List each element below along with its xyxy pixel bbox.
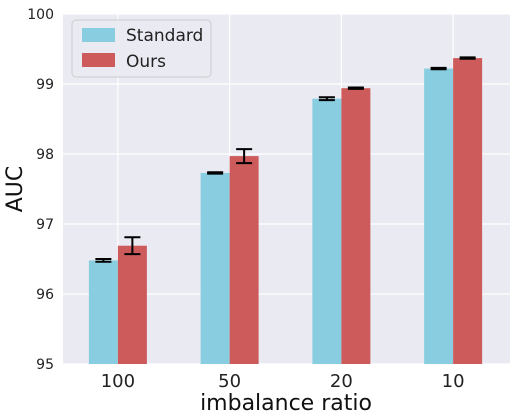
bars bbox=[88, 58, 483, 364]
y-axis-label: AUC bbox=[3, 166, 28, 213]
x-axis-ticks: 100 50 20 10 bbox=[101, 371, 465, 392]
legend-swatch-standard bbox=[82, 28, 115, 42]
y-tick-label-99: 99 bbox=[36, 77, 54, 93]
x-tick-label-100: 100 bbox=[101, 371, 135, 392]
y-tick-label-96: 96 bbox=[36, 287, 54, 303]
x-tick-label-20: 20 bbox=[330, 371, 353, 392]
bar-ours-100 bbox=[117, 245, 147, 364]
y-tick-label-95: 95 bbox=[36, 357, 54, 373]
y-tick-label-100: 100 bbox=[27, 7, 54, 23]
bar-standard-20 bbox=[312, 98, 342, 364]
y-tick-label-98: 98 bbox=[36, 147, 54, 163]
bar-standard-10 bbox=[424, 68, 454, 364]
bar-ours-10 bbox=[453, 58, 483, 364]
y-tick-label-97: 97 bbox=[36, 217, 54, 233]
x-tick-label-50: 50 bbox=[218, 371, 241, 392]
bar-standard-50 bbox=[200, 172, 230, 364]
legend-label-ours: Ours bbox=[126, 52, 166, 72]
error-bars bbox=[95, 56, 476, 263]
legend-label-standard: Standard bbox=[126, 26, 203, 46]
legend-swatch-ours bbox=[82, 53, 115, 67]
legend: Standard Ours bbox=[71, 19, 212, 78]
y-axis-ticks: 95 96 97 98 99 100 bbox=[27, 7, 54, 373]
bar-ours-20 bbox=[341, 88, 371, 364]
bar-standard-100 bbox=[88, 260, 118, 364]
x-axis-label: imbalance ratio bbox=[200, 391, 372, 415]
x-tick-label-10: 10 bbox=[442, 371, 465, 392]
bar-ours-50 bbox=[229, 156, 259, 364]
